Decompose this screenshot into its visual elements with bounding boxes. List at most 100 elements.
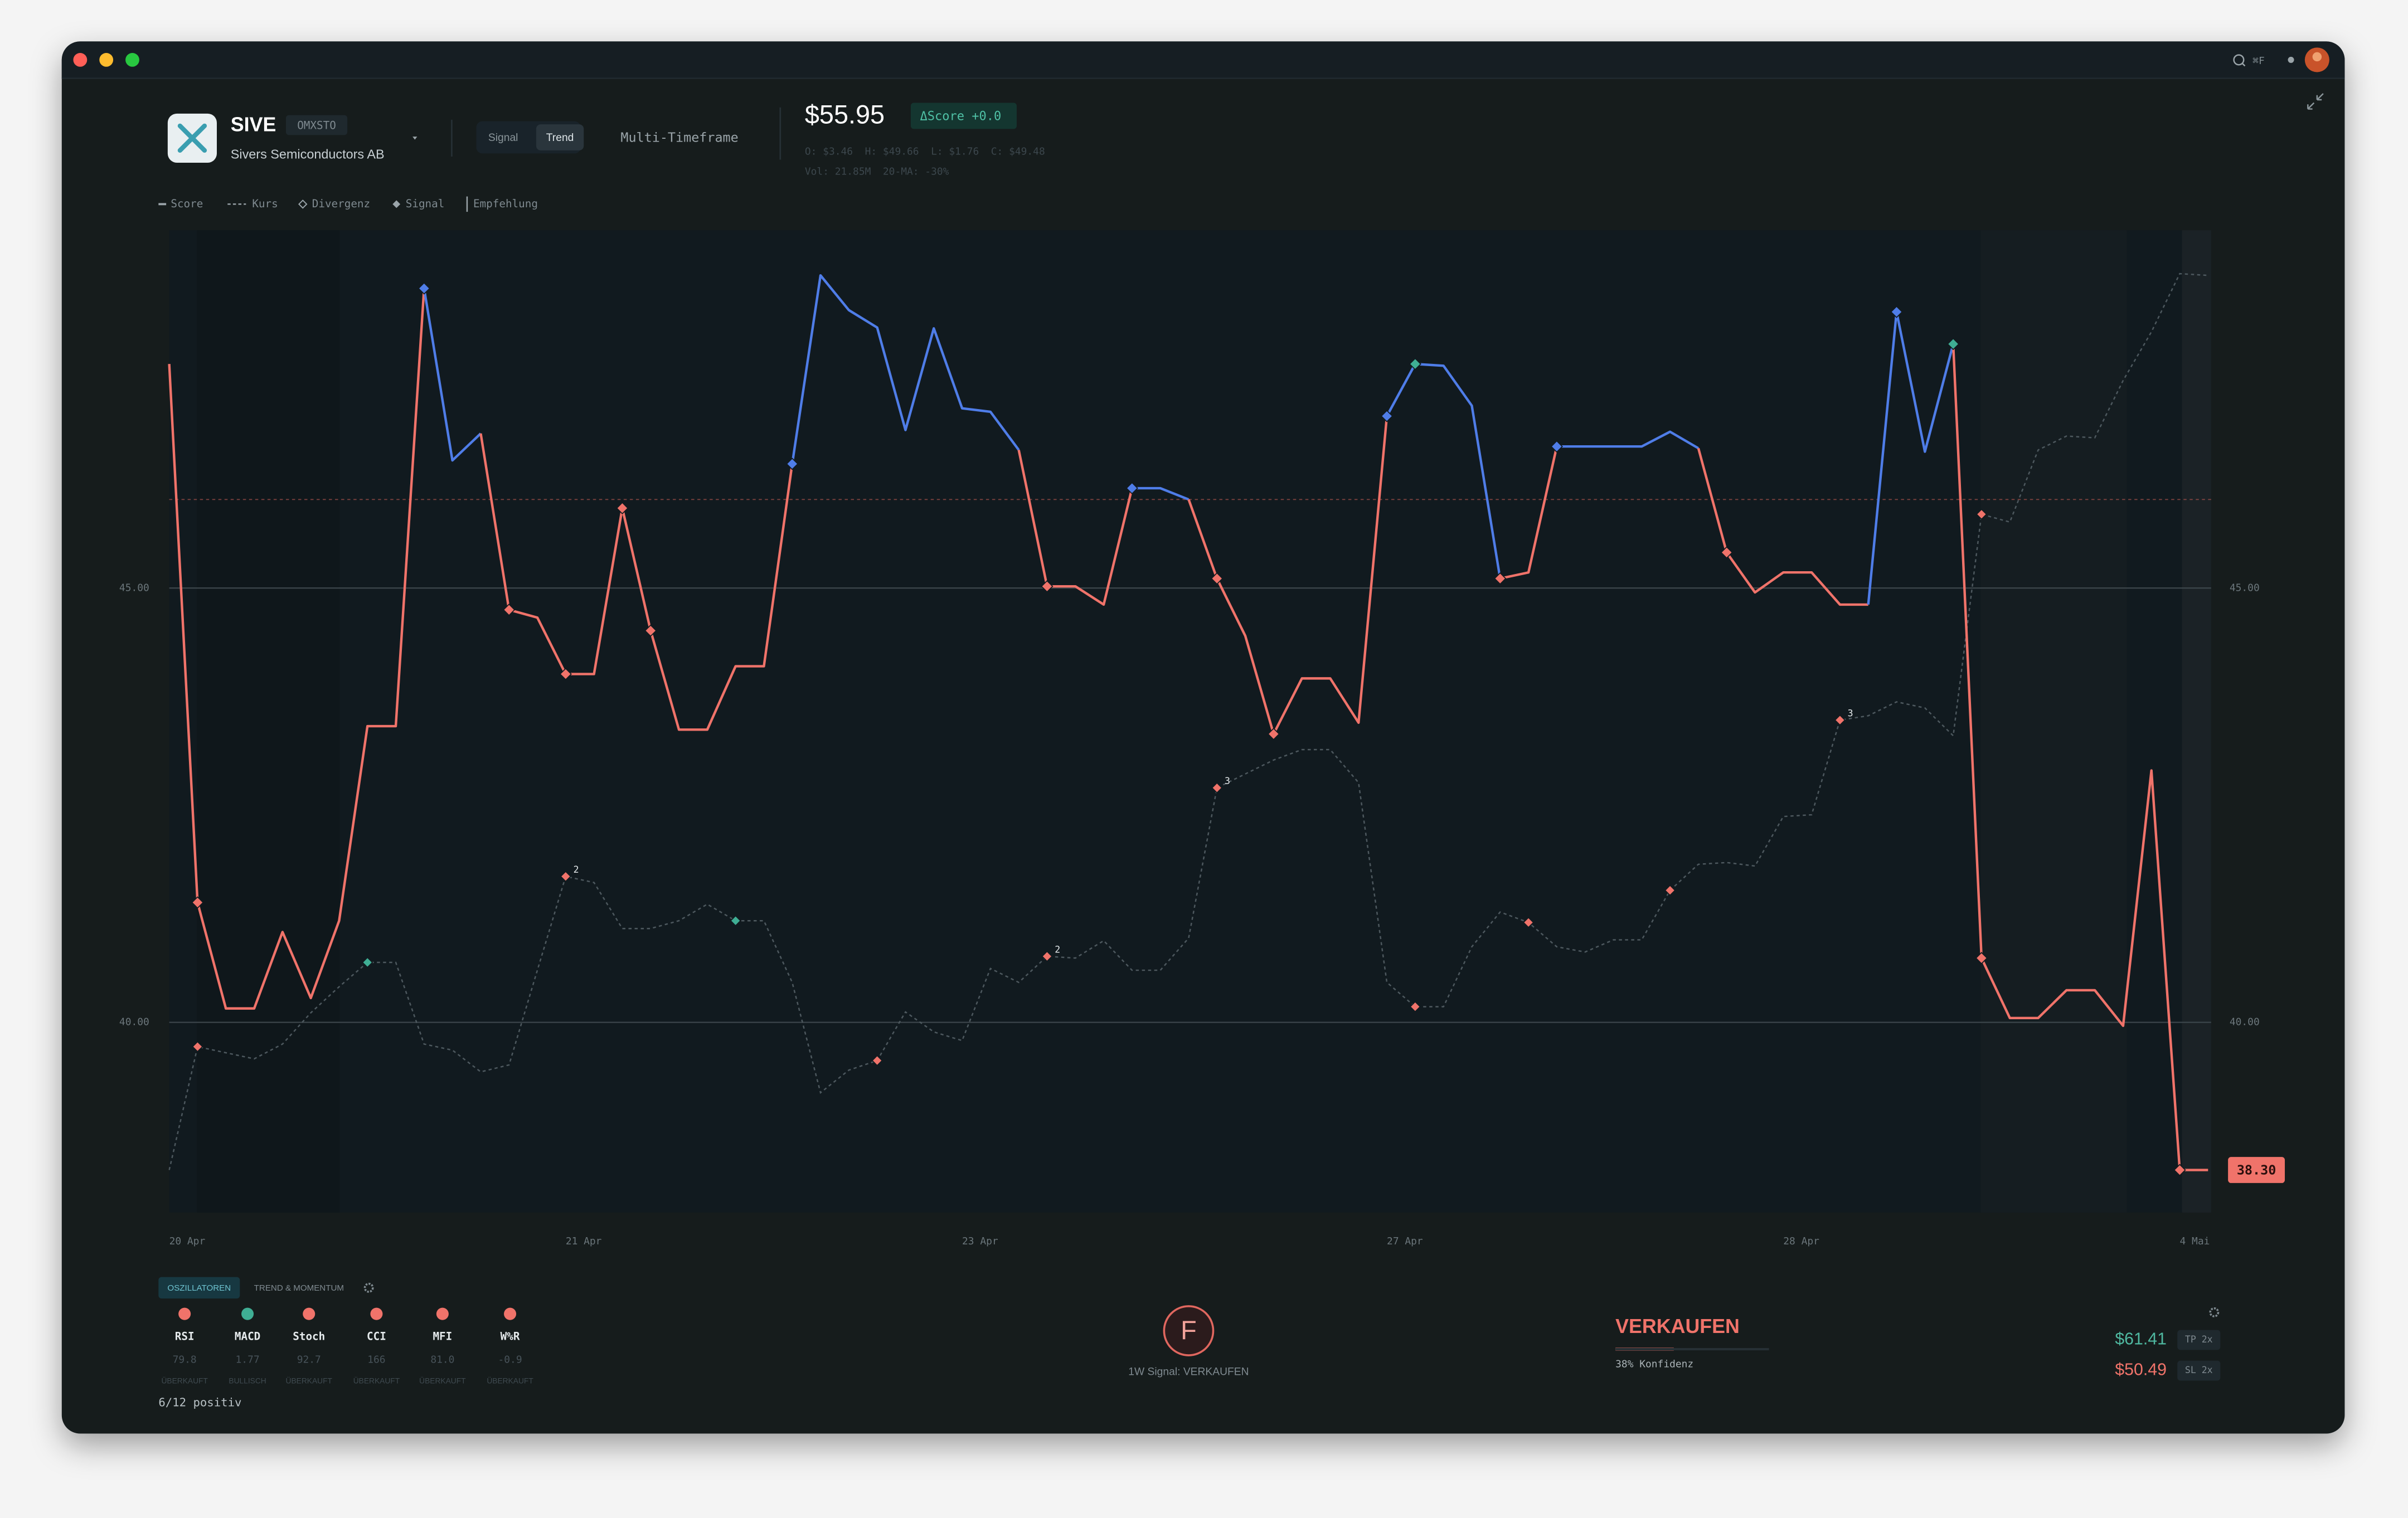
collapse-icon[interactable] bbox=[2307, 93, 2324, 110]
price-tag bbox=[2228, 1157, 2285, 1183]
target-price: $50.49 bbox=[2115, 1361, 2167, 1379]
signal-marker[interactable] bbox=[559, 668, 572, 680]
zoom-button[interactable] bbox=[125, 53, 139, 67]
tab[interactable]: TREND & MOMENTUM bbox=[254, 1283, 344, 1293]
legend-label: Kurs bbox=[252, 197, 278, 210]
divergence-marker[interactable] bbox=[1834, 714, 1846, 726]
signal-marker[interactable] bbox=[1720, 546, 1733, 559]
signal-marker[interactable] bbox=[1380, 410, 1394, 422]
signal-marker[interactable] bbox=[644, 624, 657, 637]
mode-option[interactable]: Trend bbox=[546, 132, 574, 144]
signal-marker[interactable] bbox=[417, 282, 430, 295]
indicator-value: 81.0 bbox=[430, 1354, 454, 1365]
score-line bbox=[1386, 362, 1502, 579]
tab[interactable]: OSZILLATOREN bbox=[167, 1283, 231, 1293]
divergence-marker[interactable] bbox=[362, 957, 373, 969]
target-badge bbox=[2177, 1360, 2221, 1381]
legend-label: Signal bbox=[406, 197, 445, 210]
title-bar bbox=[61, 41, 2345, 79]
indicator-value: -0.9 bbox=[498, 1354, 522, 1365]
indicator-value: 92.7 bbox=[297, 1354, 321, 1365]
signal-marker[interactable] bbox=[1947, 338, 1960, 351]
divergence-marker[interactable] bbox=[1975, 508, 1987, 520]
search[interactable]: ⌘F bbox=[2233, 54, 2265, 67]
divergence-label: 3 bbox=[1225, 776, 1230, 786]
divergence-marker[interactable] bbox=[1211, 782, 1223, 794]
signal-marker[interactable] bbox=[1975, 952, 1988, 965]
y-tick-label: 40.00 bbox=[2230, 1016, 2260, 1028]
divergence-label: 2 bbox=[1055, 945, 1060, 955]
divergence-marker[interactable] bbox=[871, 1055, 883, 1067]
indicator-state: ÜBERKAUFT bbox=[286, 1376, 333, 1385]
indicator-dot bbox=[303, 1307, 315, 1320]
indicator-dot bbox=[178, 1307, 191, 1320]
price: $55.95 bbox=[805, 100, 885, 129]
mode-option[interactable]: Signal bbox=[488, 132, 518, 144]
mode-active bbox=[536, 124, 584, 150]
search-shortcut: ⌘F bbox=[2252, 55, 2265, 67]
divergence-marker[interactable] bbox=[1409, 1001, 1421, 1013]
signal-caption: 1W Signal: VERKAUFEN bbox=[1128, 1366, 1249, 1378]
minimize-button[interactable] bbox=[99, 53, 114, 67]
signal-marker[interactable] bbox=[2173, 1164, 2186, 1176]
divergence-marker[interactable] bbox=[192, 1041, 203, 1053]
divergence-marker[interactable] bbox=[1523, 917, 1535, 928]
price-line bbox=[168, 273, 2208, 1170]
grade: F bbox=[1181, 1316, 1197, 1345]
x-tick-label: 23 Apr bbox=[962, 1235, 998, 1247]
settings-icon[interactable] bbox=[363, 1282, 374, 1293]
signal-marker[interactable] bbox=[1494, 572, 1507, 585]
confidence-label: 38% Konfidenz bbox=[1615, 1359, 1693, 1370]
exchange-badge bbox=[285, 115, 348, 135]
score-line bbox=[1017, 450, 1133, 606]
indicator-name: MFI bbox=[433, 1330, 452, 1342]
divergence-label: 3 bbox=[1848, 708, 1853, 719]
indicator-name: Stoch bbox=[293, 1330, 325, 1342]
close-button[interactable] bbox=[73, 53, 88, 67]
signal-marker[interactable] bbox=[1890, 305, 1903, 318]
y-tick-label: 40.00 bbox=[119, 1016, 149, 1028]
signal-marker[interactable] bbox=[503, 604, 516, 616]
indicator-dot bbox=[370, 1307, 383, 1320]
target-price: $61.41 bbox=[2115, 1330, 2167, 1349]
x-tick-label: 21 Apr bbox=[566, 1235, 602, 1247]
indicator-name: CCI bbox=[367, 1330, 386, 1342]
signal-marker[interactable] bbox=[616, 502, 629, 514]
ticker-dropdown[interactable] bbox=[412, 137, 417, 140]
indicator-value: 79.8 bbox=[173, 1354, 197, 1365]
target-tag: SL 2x bbox=[2185, 1365, 2213, 1375]
score-line bbox=[1951, 344, 2208, 1171]
zone-band bbox=[2182, 230, 2211, 1213]
recommendation: VERKAUFEN bbox=[1615, 1315, 1740, 1337]
view-label[interactable]: Multi-Timeframe bbox=[620, 129, 738, 145]
signal-marker[interactable] bbox=[1125, 481, 1138, 495]
signal-marker[interactable] bbox=[1267, 728, 1280, 741]
indicator-state: ÜBERKAUFT bbox=[353, 1376, 400, 1385]
volume: Vol: 21.85M 20-MA: -30% bbox=[805, 166, 949, 177]
divergence-marker[interactable] bbox=[1041, 951, 1053, 962]
legend-swatch bbox=[298, 200, 308, 209]
signal-marker[interactable] bbox=[786, 458, 799, 470]
signal-marker[interactable] bbox=[1211, 572, 1224, 585]
divergence-marker[interactable] bbox=[560, 870, 571, 882]
indicator-summary: 6/12 positiv bbox=[158, 1395, 241, 1409]
x-tick-label: 28 Apr bbox=[1783, 1235, 1819, 1247]
divergence-marker[interactable] bbox=[1664, 884, 1676, 896]
signal-marker[interactable] bbox=[1550, 440, 1563, 453]
y-tick-label: 45.00 bbox=[119, 582, 149, 593]
signal-marker[interactable] bbox=[1041, 580, 1054, 593]
x-tick-label: 27 Apr bbox=[1387, 1235, 1423, 1247]
signal-marker[interactable] bbox=[1409, 358, 1421, 371]
settings-icon[interactable] bbox=[2209, 1307, 2220, 1317]
delta-score: ΔScore +0.0 bbox=[920, 109, 1001, 123]
avatar-face bbox=[2312, 52, 2322, 62]
target-tag: TP 2x bbox=[2185, 1334, 2213, 1345]
zone-band bbox=[1980, 230, 2127, 1213]
indicator-state: BULLISCH bbox=[229, 1377, 266, 1385]
divergence-marker[interactable] bbox=[730, 915, 741, 927]
score-line bbox=[791, 274, 1020, 464]
price-tag-label: 38.30 bbox=[2237, 1162, 2276, 1178]
grade-badge bbox=[1163, 1305, 1215, 1356]
signal-marker[interactable] bbox=[191, 896, 204, 909]
